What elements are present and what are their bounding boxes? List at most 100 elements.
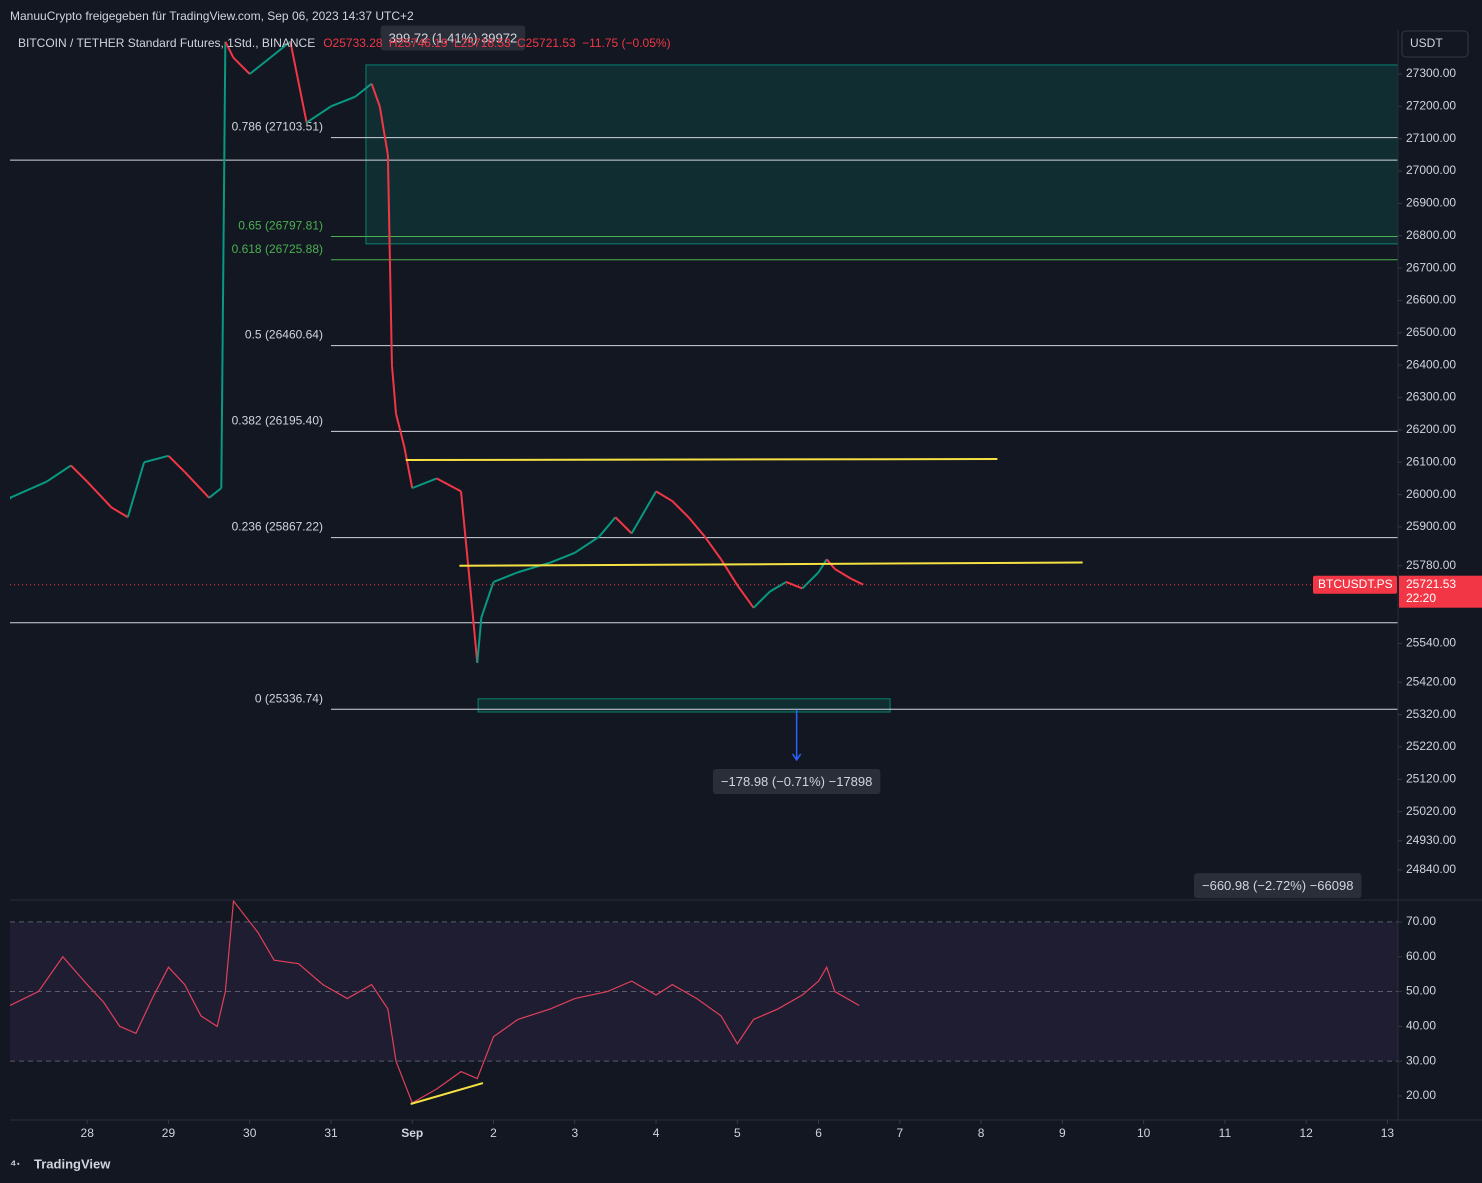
price-segment	[306, 105, 332, 124]
y-tick-label: 26700.00	[1406, 260, 1456, 274]
logo-mark: ⁴ᐧ	[10, 1156, 20, 1171]
price-segment	[801, 571, 820, 590]
y-tick-label: 27200.00	[1406, 99, 1456, 113]
fib-label: 0.236 (25867.22)	[232, 520, 323, 534]
price-segment	[834, 568, 852, 580]
x-tick-label: 13	[1381, 1126, 1395, 1140]
x-tick-label: 7	[897, 1126, 904, 1140]
x-tick-label: 5	[734, 1126, 741, 1140]
fib-label: 0.618 (26725.88)	[232, 242, 323, 256]
y-tick-label: 26200.00	[1406, 422, 1456, 436]
trend-line	[459, 561, 1083, 567]
y-tick-label: 25220.00	[1406, 739, 1456, 753]
x-tick-label: 8	[978, 1126, 985, 1140]
y-tick-label: 60.00	[1406, 949, 1436, 963]
legend-value: H25746.19	[389, 36, 448, 50]
x-tick-label: 11	[1219, 1126, 1232, 1140]
y-tick-label: 27100.00	[1406, 131, 1456, 145]
x-tick-label: Sep	[401, 1126, 423, 1140]
x-tick-label: 3	[571, 1126, 578, 1140]
y-tick-label: 26000.00	[1406, 487, 1456, 501]
fib-label: 0.786 (27103.51)	[232, 120, 323, 134]
price-segment	[289, 41, 308, 123]
price-segment	[687, 516, 706, 538]
price-segment	[736, 584, 755, 609]
y-tick-label: 50.00	[1406, 984, 1436, 998]
annotation: −660.98 (−2.72%) −66098	[1202, 878, 1353, 893]
annotation-box	[1194, 873, 1362, 899]
price-segment	[46, 464, 72, 483]
price-segment	[720, 558, 739, 586]
currency-button[interactable]	[1401, 30, 1469, 58]
x-tick-label: 6	[815, 1126, 822, 1140]
price-segment	[386, 154, 393, 366]
price-segment	[10, 480, 47, 499]
legend-value: C25721.53	[517, 36, 576, 50]
price-segment	[330, 95, 356, 108]
price-segment	[370, 83, 381, 107]
legend-value: −11.75 (−0.05%)	[582, 36, 671, 50]
x-tick-label: 4	[653, 1126, 660, 1140]
price-segment	[208, 487, 222, 499]
legend-value: L25718.53	[454, 36, 511, 50]
price-segment	[249, 40, 291, 75]
price-segment	[817, 558, 828, 573]
price-segment	[183, 471, 210, 499]
x-tick-label: 9	[1059, 1126, 1066, 1140]
y-tick-label: 25020.00	[1406, 804, 1456, 818]
zone	[365, 64, 1398, 245]
footer-logo: TradingView	[34, 1156, 111, 1171]
y-tick-label: 26300.00	[1406, 390, 1456, 404]
y-tick-label: 26600.00	[1406, 293, 1456, 307]
y-tick-label: 25540.00	[1406, 636, 1456, 650]
y-tick-label: 26800.00	[1406, 228, 1456, 242]
currency[interactable]: USDT	[1410, 36, 1443, 50]
annotation-box	[712, 768, 881, 794]
price-segment	[411, 477, 438, 490]
price-segment	[436, 477, 462, 493]
price-segment	[517, 561, 551, 574]
x-tick-label: 12	[1299, 1126, 1313, 1140]
symbol-label: BTCUSDT.PS	[1318, 577, 1393, 591]
y-tick-label: 25780.00	[1406, 558, 1456, 572]
y-tick-label: 70.00	[1406, 914, 1436, 928]
price-segment	[460, 491, 471, 576]
y-tick-label: 24930.00	[1406, 833, 1456, 847]
fib-label: 0.5 (26460.64)	[245, 328, 323, 342]
y-tick-label: 25320.00	[1406, 707, 1456, 721]
x-tick-label: 10	[1137, 1126, 1151, 1140]
price-segment	[143, 454, 169, 464]
price-segment	[769, 581, 787, 593]
rsi-pane	[10, 900, 1398, 1105]
y-tick-label: 40.00	[1406, 1019, 1436, 1033]
last-price-box	[1399, 575, 1482, 608]
fib-label: 0.382 (26195.40)	[232, 414, 323, 428]
price-segment	[550, 551, 576, 564]
y-tick-label: 26500.00	[1406, 325, 1456, 339]
price-segment	[598, 516, 617, 538]
rsi-line	[10, 900, 860, 1104]
y-tick-label: 26900.00	[1406, 196, 1456, 210]
price-segment	[704, 536, 722, 560]
price-segment	[671, 500, 690, 518]
price-start	[10, 496, 12, 500]
price-segment	[395, 413, 406, 447]
price-segment	[630, 490, 657, 534]
trend-line	[405, 458, 998, 461]
legend-title: BITCOIN / TETHER Standard Futures, 1Std.…	[18, 36, 315, 50]
price-segment	[480, 581, 495, 618]
x-tick-label: 2	[490, 1126, 497, 1140]
price-pane: 0.786 (27103.51) 0.65 (26797.81) 0.618 (26…	[10, 40, 1398, 762]
price-segment	[111, 506, 129, 519]
price-segment	[167, 455, 186, 473]
price-segment	[232, 57, 251, 75]
price-segment	[614, 516, 633, 535]
price-segment	[70, 464, 88, 483]
price-segment	[224, 41, 235, 59]
fib-label: 0.65 (26797.81)	[238, 219, 323, 233]
price-segment	[220, 41, 227, 489]
legend-value: O25733.28	[323, 36, 383, 50]
price-segment	[126, 461, 146, 518]
